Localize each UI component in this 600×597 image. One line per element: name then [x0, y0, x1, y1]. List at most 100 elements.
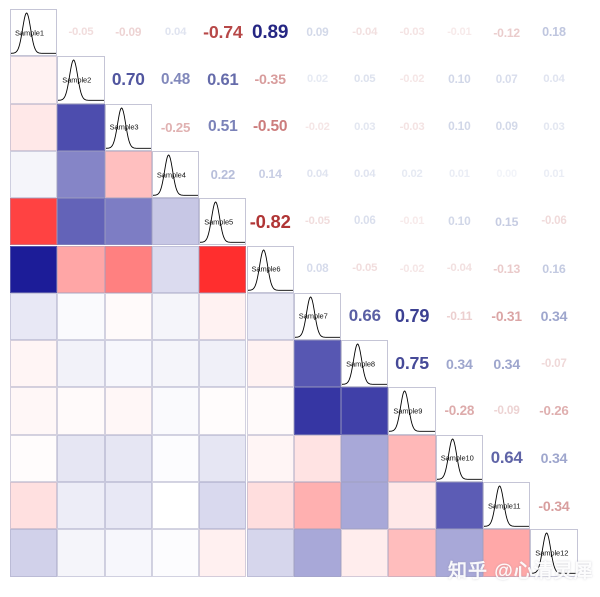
correlation-heat-cell: [104, 245, 152, 293]
correlation-heat-cell: [57, 482, 105, 530]
correlation-value: -0.82: [246, 198, 294, 246]
correlation-heat-cell: [151, 529, 200, 577]
correlation-heat-cell: [199, 434, 247, 482]
correlation-value: 0.61: [199, 56, 247, 104]
correlation-value: -0.09: [483, 387, 531, 435]
correlation-value: 0.70: [104, 56, 152, 104]
sample-label: Sample8: [346, 359, 375, 369]
correlation-value: -0.12: [483, 9, 531, 57]
density-curve: [484, 485, 530, 527]
sample-label: Sample9: [393, 406, 423, 416]
correlation-value: -0.07: [530, 340, 578, 388]
diagonal-density-cell: Sample2: [57, 56, 105, 104]
correlation-heat-cell: [104, 387, 152, 435]
density-curve: [247, 248, 293, 291]
correlation-heat-cell: [10, 198, 58, 246]
correlation-value: 0.07: [483, 56, 531, 104]
correlation-value: 0.09: [293, 9, 342, 57]
correlation-heat-cell: [10, 340, 58, 388]
correlation-value: 0.02: [388, 150, 436, 199]
density-curve: [531, 532, 577, 575]
correlation-heat-cell: [199, 387, 247, 435]
correlation-heat-cell: [104, 292, 152, 341]
correlation-heat-cell: [57, 103, 105, 151]
correlation-value: -0.03: [388, 9, 436, 57]
diagonal-density-cell: Sample7: [293, 292, 342, 341]
correlation-heat-cell: [246, 529, 294, 577]
correlation-value: 0.09: [483, 103, 531, 151]
correlation-value: -0.35: [246, 56, 294, 104]
density-curve: [294, 296, 341, 338]
correlation-heat-cell: [57, 340, 105, 388]
diagonal-density-cell: Sample1: [10, 9, 58, 57]
correlation-heat-cell: [341, 529, 389, 577]
correlation-heat-cell: [388, 482, 436, 530]
correlation-value: 0.03: [530, 103, 578, 151]
correlation-value: 0.05: [341, 56, 389, 104]
correlation-value: 0.64: [483, 434, 531, 482]
correlation-heat-cell: [293, 529, 342, 577]
correlation-value: 0.01: [530, 150, 578, 199]
correlation-value: -0.02: [388, 56, 436, 104]
correlation-heat-cell: [341, 387, 389, 435]
correlation-value: 0.04: [293, 150, 342, 199]
correlation-heat-cell: [483, 529, 531, 577]
sample-label: Sample3: [109, 122, 139, 132]
correlation-value: 0.02: [293, 56, 342, 104]
correlation-heat-cell: [435, 529, 483, 577]
correlation-heat-cell: [151, 292, 200, 341]
correlation-value: 0.15: [483, 198, 531, 246]
correlation-value: -0.04: [341, 9, 389, 57]
correlation-value: -0.26: [530, 387, 578, 435]
correlation-heat-cell: [199, 340, 247, 388]
correlation-value: 0.66: [341, 292, 389, 341]
correlation-value: -0.50: [246, 103, 294, 151]
correlation-heat-cell: [57, 387, 105, 435]
density-curve: [436, 438, 482, 480]
correlation-value: -0.02: [388, 245, 436, 293]
correlation-value: 0.04: [341, 150, 389, 199]
correlation-value: 0.10: [435, 103, 483, 151]
correlation-value: 0.04: [151, 9, 200, 57]
correlation-value: -0.05: [293, 198, 342, 246]
correlation-value: 0.04: [530, 56, 578, 104]
correlation-heat-cell: [10, 434, 58, 482]
correlation-value: 0.75: [388, 340, 436, 388]
diagonal-density-cell: Sample4: [151, 150, 200, 199]
correlation-heat-cell: [104, 198, 152, 246]
correlation-heat-cell: [104, 434, 152, 482]
correlation-heat-cell: [57, 529, 105, 577]
correlation-value: 0.10: [435, 56, 483, 104]
correlation-heat-cell: [104, 150, 152, 199]
correlation-value: 0.79: [388, 292, 436, 341]
correlation-value: 0.01: [435, 150, 483, 199]
diagonal-density-cell: Sample12: [530, 529, 578, 577]
correlation-heat-cell: [388, 434, 436, 482]
correlation-value: -0.05: [57, 9, 105, 57]
correlation-heat-cell: [341, 434, 389, 482]
correlation-heat-cell: [151, 245, 200, 293]
correlation-value: 0.22: [199, 150, 247, 199]
density-curve: [152, 154, 199, 196]
correlation-value: 0.48: [151, 56, 200, 104]
sample-label: Sample6: [251, 264, 281, 274]
correlation-value: 0.03: [341, 103, 389, 151]
correlation-heat-cell: [246, 482, 294, 530]
correlation-heat-cell: [151, 340, 200, 388]
correlation-heat-cell: [57, 292, 105, 341]
correlation-value: -0.09: [104, 9, 152, 57]
correlation-heat-cell: [341, 482, 389, 530]
correlation-value: 0.10: [435, 198, 483, 246]
correlation-heat-cell: [57, 245, 105, 293]
correlation-heat-cell: [10, 56, 58, 104]
density-curve: [58, 59, 104, 102]
correlation-value: -0.03: [388, 103, 436, 151]
correlation-heat-cell: [246, 434, 294, 482]
correlation-heat-cell: [10, 103, 58, 151]
correlation-heat-cell: [151, 198, 200, 246]
sample-label: Sample5: [204, 217, 234, 227]
sample-label: Sample10: [440, 453, 474, 463]
sample-label: Sample1: [15, 28, 44, 38]
correlation-value: 0.89: [246, 9, 294, 57]
